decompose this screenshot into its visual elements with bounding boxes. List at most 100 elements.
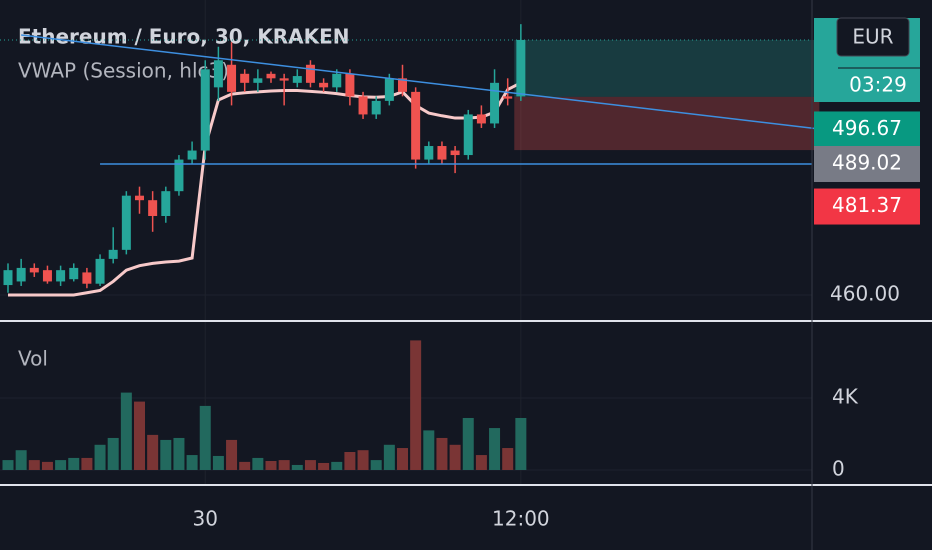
candle-body bbox=[516, 39, 526, 97]
candle-body bbox=[279, 78, 289, 81]
volume-title: Vol bbox=[18, 347, 48, 371]
y-tick-label: 4K bbox=[832, 384, 859, 408]
volume-bar bbox=[147, 434, 159, 470]
volume-bar bbox=[55, 460, 67, 470]
candle-body bbox=[200, 69, 210, 151]
candle-body bbox=[424, 146, 434, 160]
candle-body bbox=[148, 200, 158, 216]
volume-bar bbox=[173, 437, 185, 470]
vwap-line bbox=[8, 81, 522, 297]
volume-bar bbox=[475, 455, 487, 470]
volume-bar bbox=[199, 405, 211, 470]
stop-price-tag-bg bbox=[814, 188, 920, 225]
x-tick-label: 30 bbox=[193, 507, 218, 531]
candle-body bbox=[29, 267, 39, 273]
volume-bar bbox=[81, 457, 93, 470]
currency-button-bg[interactable] bbox=[836, 17, 910, 57]
candle-body bbox=[358, 96, 368, 115]
volume-bar bbox=[68, 457, 80, 470]
candle-body bbox=[503, 96, 513, 99]
candle-body bbox=[161, 191, 171, 216]
candle-body bbox=[345, 73, 355, 97]
candle-body bbox=[384, 78, 394, 101]
candle-body bbox=[266, 73, 276, 79]
candle-body bbox=[305, 64, 315, 83]
hline-price-tag: 489.02 bbox=[832, 150, 902, 174]
candle-body bbox=[411, 91, 421, 160]
volume-bar bbox=[94, 444, 106, 470]
candle-body bbox=[213, 60, 223, 88]
candle-body bbox=[292, 76, 302, 83]
volume-bar bbox=[489, 428, 501, 470]
hline-price-tag-bg bbox=[814, 145, 920, 182]
countdown: 03:29 bbox=[849, 73, 907, 97]
volume-bar bbox=[107, 437, 119, 470]
candle-body bbox=[69, 267, 79, 280]
position-profit bbox=[514, 39, 820, 97]
candle-body bbox=[490, 82, 500, 124]
trendline-price-tag: 496.67 bbox=[832, 116, 902, 140]
volume-bar bbox=[449, 444, 461, 470]
candle-body bbox=[16, 267, 26, 282]
currency-button[interactable]: EUR bbox=[852, 25, 893, 49]
candle-body bbox=[42, 270, 52, 282]
candle-body bbox=[476, 114, 486, 124]
volume-bar bbox=[462, 417, 474, 470]
candle-body bbox=[398, 78, 407, 92]
volume-bar bbox=[291, 464, 303, 470]
stop-price-tag: 481.37 bbox=[832, 193, 902, 217]
volume-bar bbox=[120, 392, 132, 470]
candle-body bbox=[82, 272, 92, 284]
chart-title: Ethereum / Euro, 30, KRAKEN bbox=[18, 25, 350, 49]
volume-bar bbox=[331, 461, 343, 470]
volume-bar bbox=[226, 439, 238, 470]
candle-body bbox=[174, 159, 184, 192]
volume-bar bbox=[383, 444, 395, 470]
volume-bar bbox=[41, 461, 53, 470]
candle-body bbox=[253, 78, 263, 83]
volume-bar bbox=[502, 448, 514, 470]
volume-bar bbox=[410, 340, 422, 470]
candle-body bbox=[135, 195, 144, 201]
volume-bar bbox=[515, 417, 527, 470]
volume-bar bbox=[304, 460, 316, 470]
volume-bar bbox=[436, 437, 448, 470]
volume-bar bbox=[212, 455, 224, 470]
volume-bar bbox=[357, 450, 369, 470]
candle-body bbox=[187, 150, 197, 160]
volume-bar bbox=[318, 462, 330, 470]
candle-body bbox=[95, 258, 105, 284]
volume-bar bbox=[397, 448, 408, 470]
volume-bar bbox=[28, 460, 40, 470]
candle-body bbox=[108, 249, 118, 259]
volume-bar bbox=[134, 401, 145, 470]
volume-bar bbox=[160, 439, 172, 470]
candle-body bbox=[450, 150, 460, 156]
candle-body bbox=[3, 270, 13, 286]
y-tick-label: 0 bbox=[832, 456, 845, 480]
volume-bar bbox=[278, 460, 290, 470]
candle-body bbox=[319, 82, 329, 88]
volume-bar bbox=[15, 450, 27, 470]
volume-bar bbox=[2, 460, 14, 470]
volume-bar bbox=[252, 457, 264, 470]
trendline-price-tag-bg bbox=[814, 111, 920, 148]
candle-body bbox=[240, 73, 250, 83]
candle-body bbox=[463, 114, 473, 156]
candle-body bbox=[56, 270, 66, 282]
volume-bar bbox=[423, 430, 435, 470]
y-tick-label: 460.00 bbox=[830, 281, 900, 305]
volume-bar bbox=[370, 460, 382, 470]
volume-bar bbox=[186, 455, 198, 470]
indicator-title: VWAP (Session, hlc3) bbox=[18, 59, 229, 83]
candle-body bbox=[227, 64, 237, 92]
volume-bar bbox=[239, 461, 251, 470]
trend-line bbox=[21, 34, 824, 131]
candle-body bbox=[437, 146, 447, 160]
volume-bar bbox=[265, 460, 277, 470]
candle-body bbox=[332, 73, 342, 88]
candle-body bbox=[371, 100, 381, 115]
candle-body bbox=[121, 195, 131, 250]
x-tick-label: 12:00 bbox=[492, 507, 550, 531]
